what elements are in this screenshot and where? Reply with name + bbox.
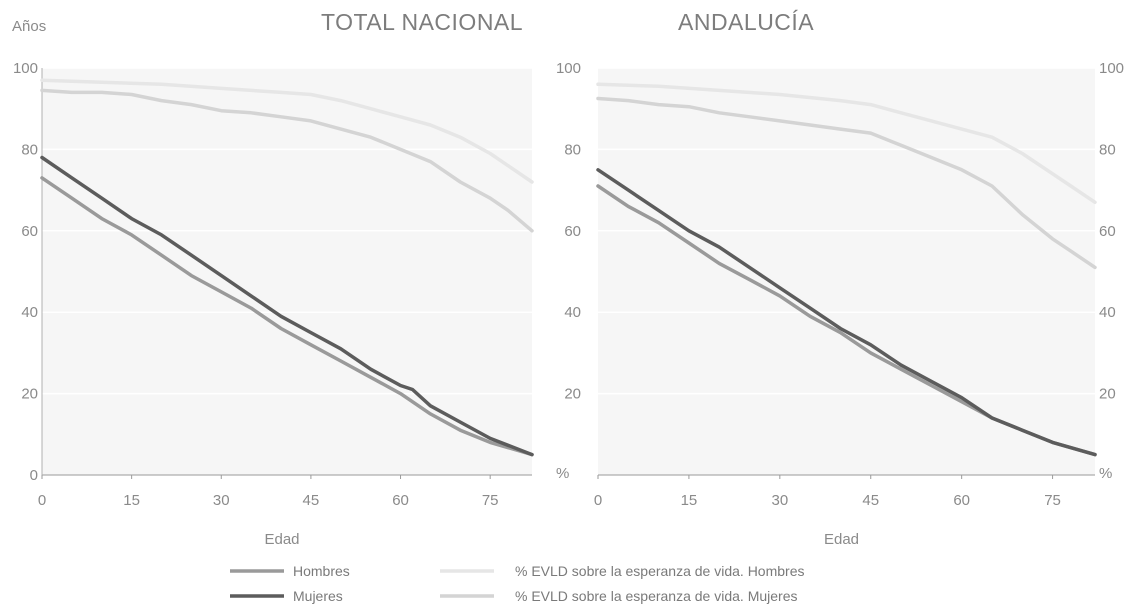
y-tick-label: 60 (21, 223, 38, 240)
y-tick-label: 0 (30, 467, 38, 484)
series-line-1 (40, 176, 534, 457)
x-tick-label: 60 (392, 492, 409, 509)
x-tick-label: 15 (681, 492, 698, 509)
x-tick-label: 45 (862, 492, 879, 509)
y-tick-label: 80 (1099, 141, 1116, 158)
left-percent-label: % (556, 465, 569, 482)
legend-label: % EVLD sobre la esperanza de vida. Mujer… (515, 588, 797, 604)
x-tick-label: 15 (123, 492, 140, 509)
series-line-4 (40, 88, 534, 233)
y-tick-label: 20 (564, 386, 581, 403)
legend-label: Mujeres (293, 588, 343, 604)
y-tick-label: 80 (21, 141, 38, 158)
series-line-3 (40, 78, 534, 184)
y-tick-label: 100 (1099, 60, 1124, 77)
x-tick-label: 0 (594, 492, 602, 509)
plot-area (42, 68, 532, 475)
legend-item: % EVLD sobre la esperanza de vida. Mujer… (440, 588, 797, 604)
x-axis-label: Edad (264, 531, 299, 548)
y-axis-label: % (1099, 465, 1112, 482)
legend-label: Hombres (293, 563, 350, 579)
x-tick-label: 30 (771, 492, 788, 509)
x-tick-label: 60 (953, 492, 970, 509)
y-tick-label: 20 (21, 386, 38, 403)
y-tick-label: 100 (13, 60, 38, 77)
legend-item: % EVLD sobre la esperanza de vida. Hombr… (440, 563, 804, 579)
y-tick-label: 80 (564, 141, 581, 158)
y-tick-label: 40 (1099, 304, 1116, 321)
legend: Hombres Mujeres % EVLD sobre la esperanza … (230, 563, 804, 604)
y-tick-label: 20 (1099, 386, 1116, 403)
y-axis-label: Años (12, 18, 46, 35)
series-line-2 (40, 155, 534, 457)
y-tick-label: 60 (1099, 223, 1116, 240)
x-tick-label: 30 (213, 492, 230, 509)
y-tick-label: 60 (564, 223, 581, 240)
y-tick-label: 100 (556, 60, 581, 77)
x-tick-label: 0 (38, 492, 46, 509)
chart-title: TOTAL NACIONAL (321, 9, 523, 35)
legend-item: Hombres (230, 563, 350, 579)
legend-item: Mujeres (230, 588, 343, 604)
legend-label: % EVLD sobre la esperanza de vida. Hombr… (515, 563, 804, 579)
series-line-4 (596, 96, 1097, 270)
panel-andalucia: ANDALUCÍA 0 15 30 45 60 75 20 40 60 80 100% Edad% 20 4… (556, 9, 1124, 548)
y-tick-label: 40 (21, 304, 38, 321)
plot-area (598, 68, 1095, 475)
chart-title: ANDALUCÍA (678, 9, 814, 35)
x-tick-label: 75 (482, 492, 499, 509)
x-tick-label: 45 (303, 492, 320, 509)
panel-total-nacional: TOTAL NACIONAL 0 15 30 45 60 75 0 20 40 60 80 100 Año… (12, 9, 534, 548)
x-axis-label: Edad (824, 531, 859, 548)
x-tick-label: 75 (1044, 492, 1061, 509)
y-tick-label: 40 (564, 304, 581, 321)
series-line-2 (596, 168, 1097, 457)
series-line-3 (596, 82, 1097, 205)
